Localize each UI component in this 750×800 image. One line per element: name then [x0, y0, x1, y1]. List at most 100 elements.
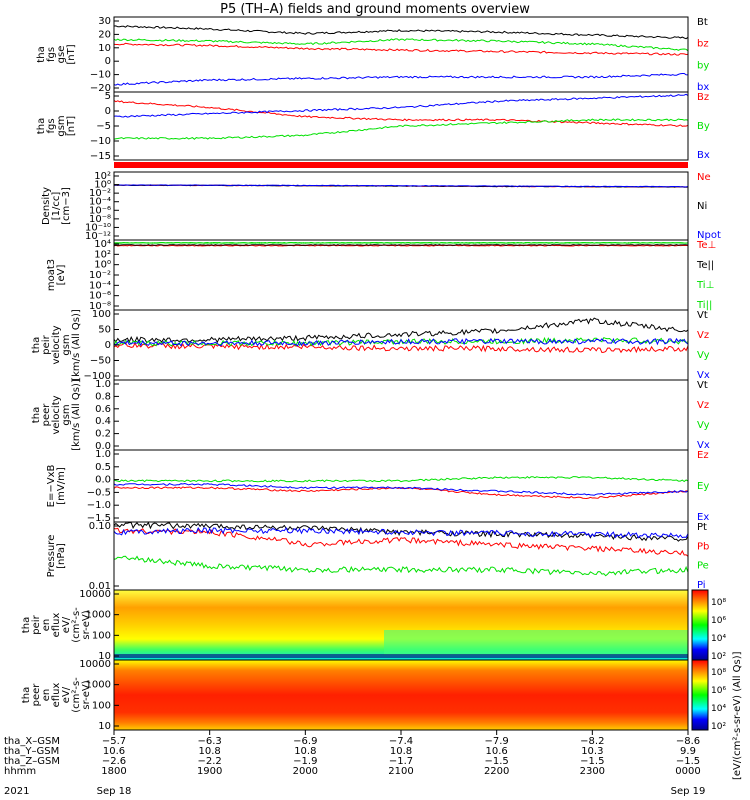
trace-temp-Ti||	[113, 241, 689, 244]
legend-peir-vel-Vy: Vy	[697, 350, 710, 361]
frame-efield	[113, 449, 689, 523]
ylabel-line: [nT]	[66, 44, 77, 64]
ytick-fgs-gsm: 5	[105, 91, 111, 102]
ylabel-fgs-gsm: tha fgs gsm [nT]	[36, 115, 77, 136]
legend-peir-vel-Vz: Vz	[697, 330, 709, 341]
ylabel-line: eflux	[51, 613, 62, 638]
legend-fgs-gsm-Bx: Bx	[697, 150, 710, 161]
xaxis-value: −8.2	[580, 736, 604, 747]
panel-peer-eflux: 10⁸ 10⁶ 10⁴ 10² 10000 1000 100 10 tha peer en eflux…	[21, 659, 726, 732]
ytick-fgs-gse: −10	[90, 70, 111, 81]
xaxis-value: −1.7	[389, 756, 413, 767]
xaxis-value: −6.9	[293, 736, 317, 747]
ylabel-line: tha	[31, 407, 42, 423]
ylabel-line: (cm²-s-	[71, 607, 82, 643]
ytick-fgs-gse: −20	[90, 83, 111, 94]
ylabel-line: peer	[41, 403, 52, 427]
trace-pressure-Pb	[113, 527, 689, 557]
ylabel-line: fgs	[46, 47, 57, 62]
legend-fgs-gse-by: by	[697, 60, 709, 71]
xaxis-value: −1.5	[580, 756, 604, 767]
legend-fgs-gse-Bt: Bt	[697, 17, 708, 28]
ylabel-line: tha	[21, 617, 32, 633]
ytick-fgs-gse: 10	[98, 43, 111, 54]
panel-peer-vel: 1.00.8 0.60.4 0.20.0 tha peer velocity gsm [km/…	[31, 379, 710, 452]
ytick-temp: 10⁻⁴	[89, 280, 111, 291]
legend-temp-Ti||: Ti||	[696, 300, 712, 311]
trace-fgs-gsm-Bz	[113, 99, 689, 127]
frame-peir-vel	[113, 309, 689, 381]
colorbar-peir-eflux	[691, 589, 709, 661]
colorbar-tick: 10²	[711, 722, 726, 732]
panel-efield: 1.0 0.5 0.0−0.5 −1.0 −1.5 E=−VxB [mV/m] Ez Ey Ex	[46, 449, 709, 524]
ytick-fgs-gsm: −15	[90, 151, 111, 162]
ytick-efield: −1.5	[87, 513, 111, 524]
legend-temp-Te||: Te||	[696, 260, 714, 271]
colorbar-tick: 10⁴	[711, 704, 726, 714]
legend-temp-Te⊥: Te⊥	[696, 240, 716, 251]
trace-peir-vel-Vt	[113, 317, 689, 344]
legend-peir-vel-Vt: Vt	[697, 310, 708, 321]
legend-peer-vel-Vz: Vz	[697, 400, 709, 411]
ytick-density: 10⁻¹⁰	[85, 222, 111, 233]
ylabel-pressure: Pressure [nPa]	[46, 535, 67, 578]
ytick-fgs-gsm: −5	[96, 121, 111, 132]
legend-pressure-Pt: Pt	[697, 522, 707, 533]
legend-fgs-gse-bz: bz	[697, 39, 709, 50]
xaxis-value: −1.9	[293, 756, 317, 767]
xaxis-value: 9.9	[680, 746, 696, 757]
ytick-density: 10⁻⁶	[89, 205, 111, 216]
legend-efield-Ex: Ex	[697, 512, 709, 523]
xaxis-row-label: tha_Y–GSM	[4, 746, 59, 757]
xaxis-value: −2.6	[102, 756, 126, 767]
xaxis-value: −8.6	[676, 736, 700, 747]
ylabel-line: peir	[41, 334, 52, 354]
legend-efield-Ez: Ez	[697, 450, 709, 461]
ytick-fgs-gsm: 0	[105, 106, 111, 117]
xaxis-value: −7.4	[389, 736, 413, 747]
ylabel-line: Pressure	[46, 535, 57, 578]
ytick-peer-vel: 0.0	[95, 441, 111, 452]
ytick-peer-eflux: 10000	[79, 659, 111, 670]
ylabel-line: [cm−3]	[61, 187, 72, 225]
trace-fgs-gsm-Bx	[113, 93, 689, 118]
ylabel-line: sr-eV)	[81, 610, 92, 639]
ytick-peer-vel: 0.2	[95, 429, 111, 440]
ylabel-line: peer	[31, 683, 42, 707]
xaxis-year: 2021	[4, 786, 29, 797]
legend-density-Ne: Ne	[697, 172, 711, 183]
xaxis-value: −7.9	[485, 736, 509, 747]
panel-density: 10²10⁰10⁻²10⁻⁴10⁻⁶10⁻⁸10⁻¹⁰10⁻¹²Density[…	[41, 171, 721, 242]
ytick-pressure: 0.10	[89, 521, 111, 532]
ylabel-line: tha	[21, 687, 32, 703]
xaxis-value: 2000	[293, 766, 318, 777]
legend-fgs-gsm-Bz: Bz	[697, 92, 709, 103]
ytick-peer-vel: 0.6	[95, 404, 111, 415]
ytick-temp: 10⁴	[94, 239, 111, 250]
xaxis-value: −1.5	[485, 756, 509, 767]
ylabel-line: moat3	[46, 259, 57, 291]
ylabel-peir-vel: tha peir velocity gsm [km/s (All Qs)]	[31, 309, 82, 381]
ytick-peir-eflux: 1000	[86, 610, 111, 621]
ylabel-line: en	[41, 619, 52, 632]
spectrogram-band	[384, 630, 688, 655]
data-gap-bar	[114, 162, 688, 168]
ylabel-line: gsm	[56, 115, 67, 136]
ytick-peer-vel: 0.4	[95, 416, 111, 427]
colorbar-label: [eV/(cm²-s-sr-eV) (All Qs)]	[732, 651, 743, 780]
ytick-pressure: 0.01	[89, 581, 111, 592]
ylabel-line: en	[41, 689, 52, 702]
legend-peer-vel-Vx: Vx	[697, 440, 710, 451]
ytick-peer-eflux: 1000	[86, 680, 111, 691]
ylabel-line: [1/cc]	[51, 192, 62, 221]
xaxis-row-label: tha_Z–GSM	[4, 756, 60, 767]
ylabel-line: fgs	[46, 118, 57, 133]
colorbar-tick: 10⁸	[711, 598, 726, 608]
trace-pressure-Pi	[113, 526, 689, 539]
trace-fgs-gse-by	[113, 38, 689, 52]
legend-peer-vel-Vt: Vt	[697, 380, 708, 391]
ylabel-fgs-gse: tha fgs gse [nT]	[36, 44, 77, 64]
ytick-density: 10⁻²	[89, 188, 111, 199]
